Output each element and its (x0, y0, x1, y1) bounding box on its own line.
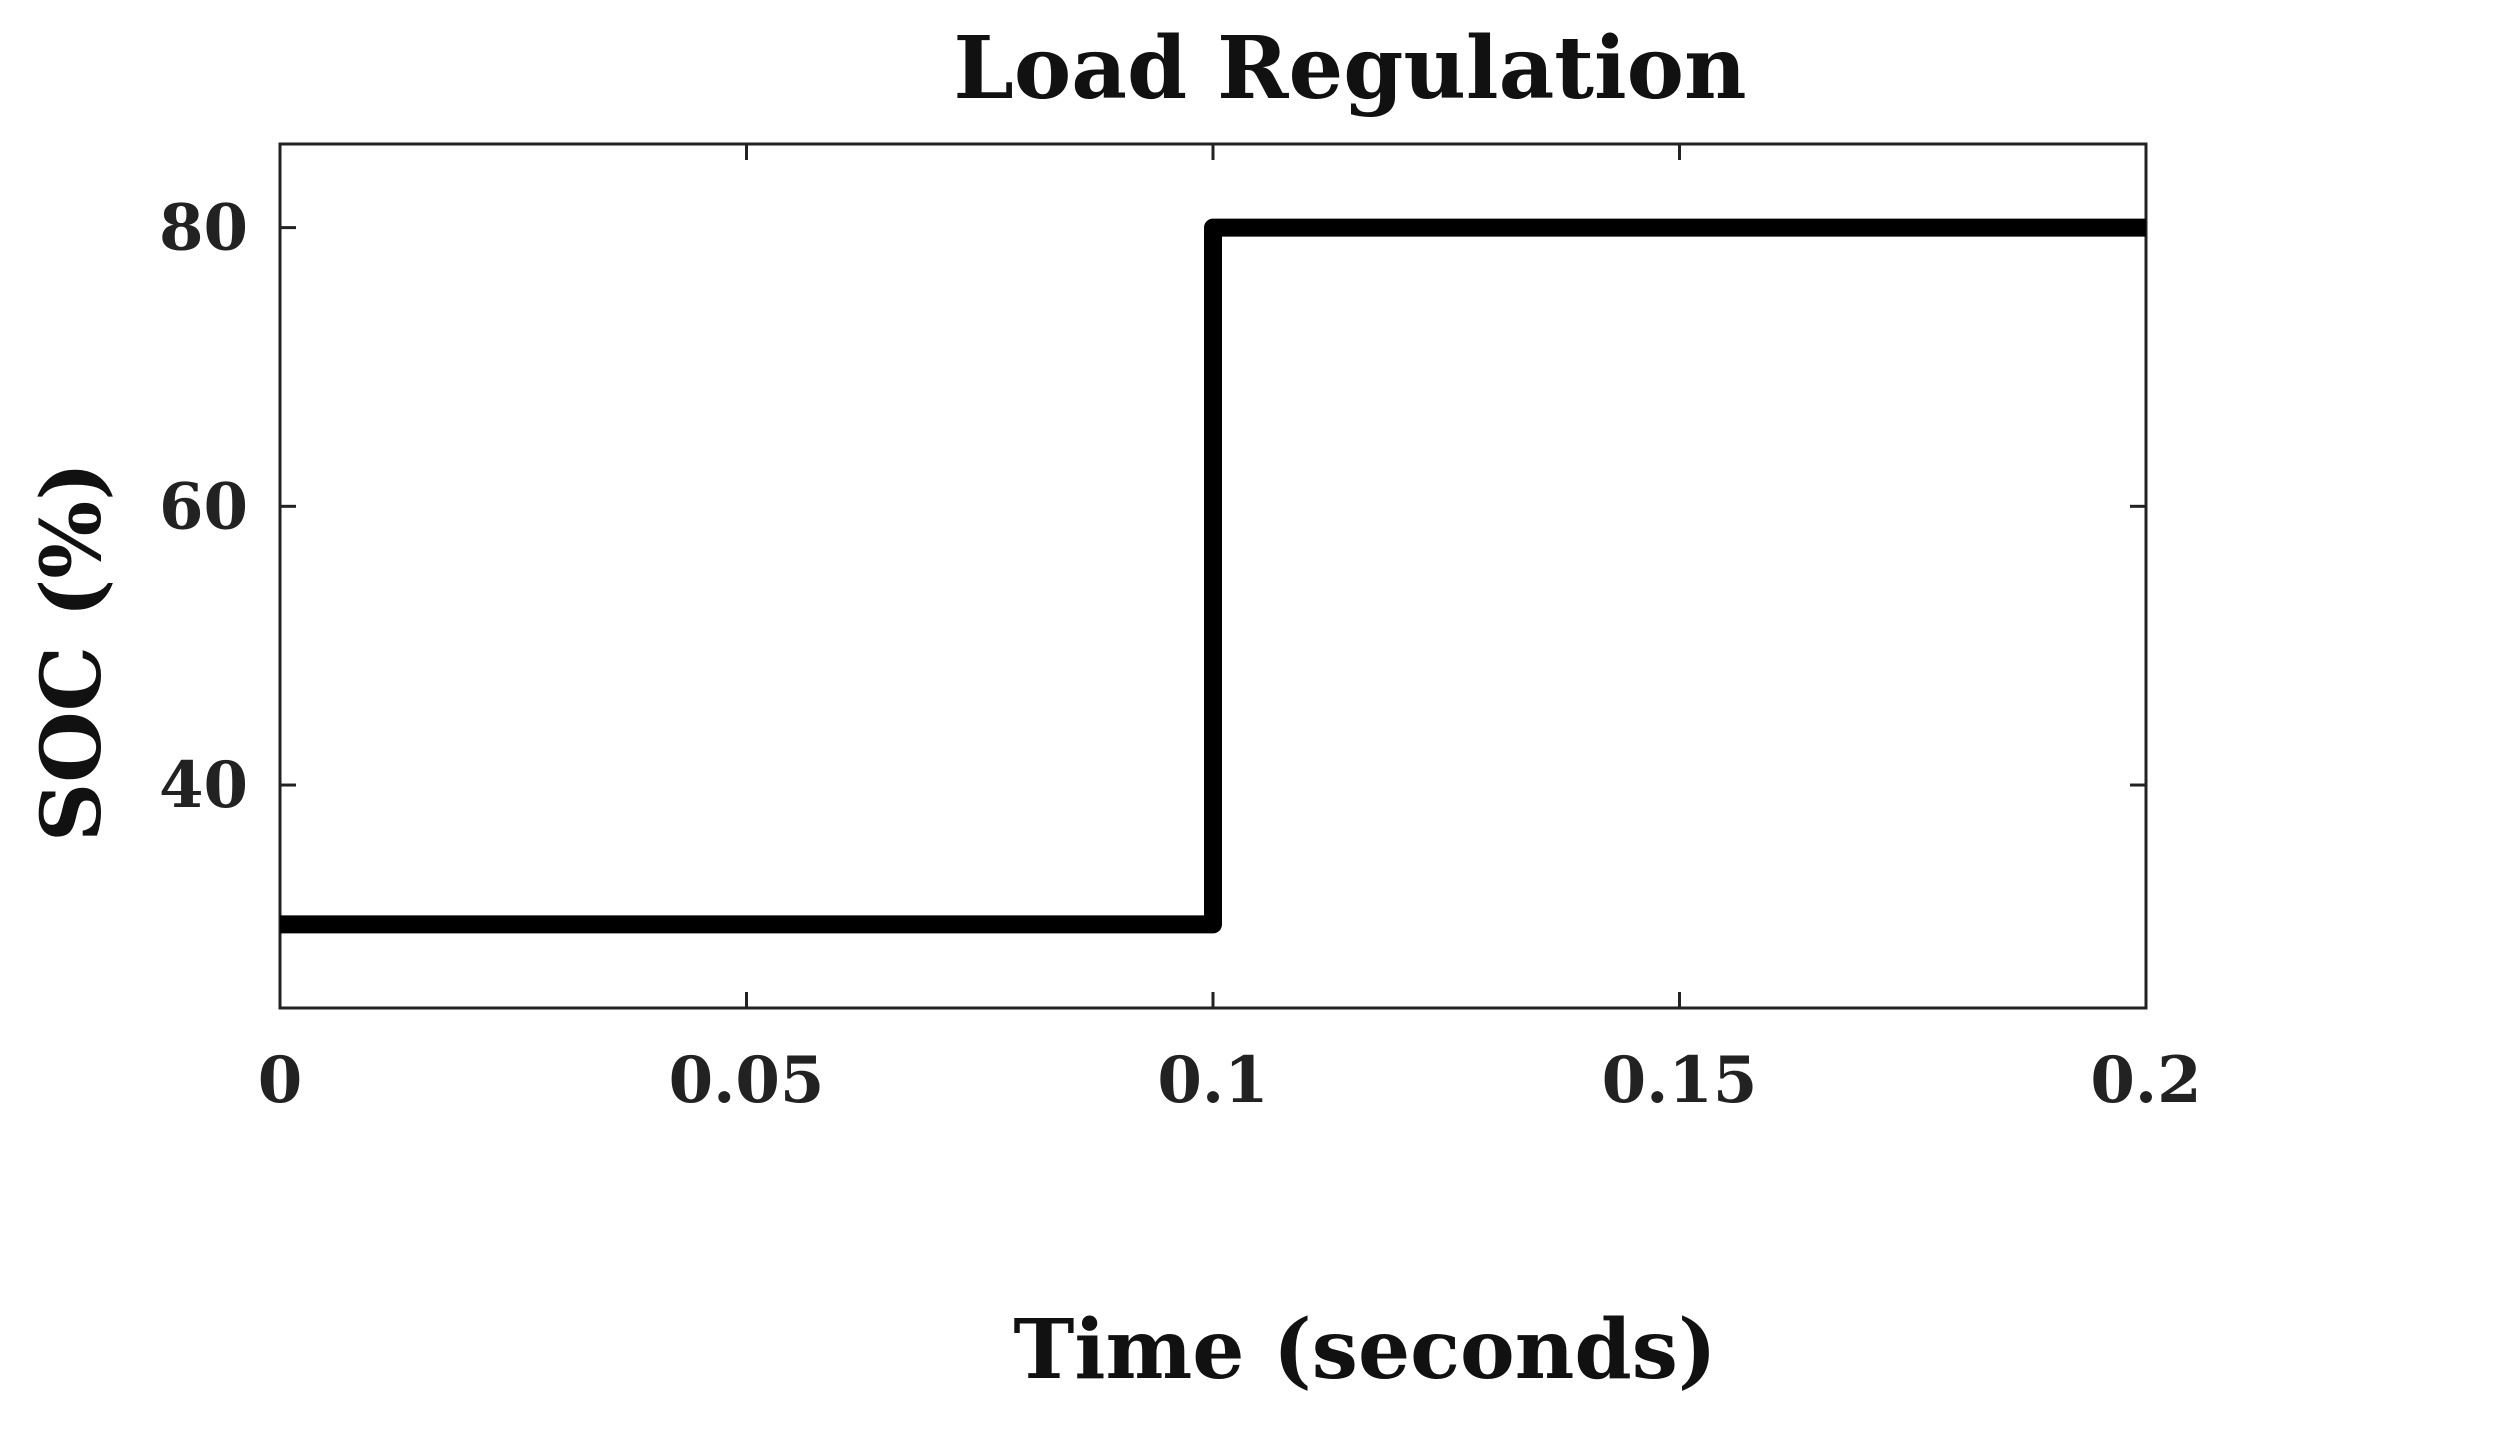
y-tick-label: 40 (159, 748, 248, 823)
axis-ticks (278, 144, 2148, 1008)
x-tick-label: 0.15 (1602, 1043, 1758, 1118)
x-tick-label: 0.05 (669, 1043, 825, 1118)
soc-series-line (280, 218, 2146, 934)
chart-title: Load Regulation (953, 18, 1746, 119)
y-tick-label: 80 (159, 191, 248, 266)
y-axis-label: SOC (%) (24, 462, 120, 842)
y-tick-label: 60 (159, 469, 248, 544)
x-tick-label: 0 (258, 1043, 303, 1118)
x-tick-label: 0.2 (2090, 1043, 2201, 1118)
x-tick-label: 0.1 (1157, 1043, 1268, 1118)
x-axis-label: Time (seconds) (1013, 1302, 1716, 1398)
data-series (280, 218, 2146, 934)
axis-tick-labels: 0 0.05 0.1 0.15 0.2 40 60 80 (159, 191, 2202, 1118)
